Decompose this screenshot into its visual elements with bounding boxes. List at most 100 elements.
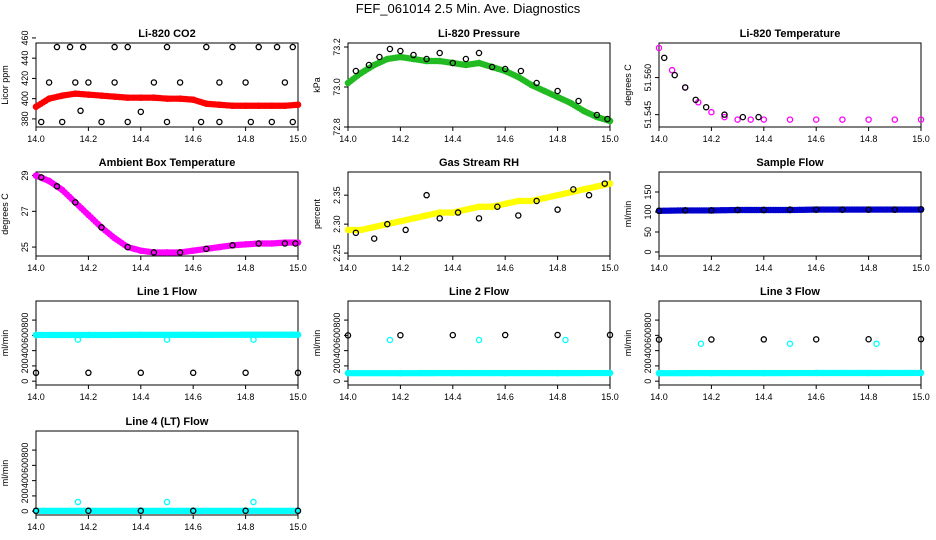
data-point [739,113,747,121]
figure-title: FEF_061014 2.5 Min. Ave. Diagnostics [355,1,581,16]
data-point [203,245,210,253]
data-point [384,220,391,228]
x-tick-label: 14.8 [549,392,567,402]
x-tick-label: 14.0 [650,392,668,402]
data-point [760,369,768,377]
data-point [203,100,210,107]
data-point [593,183,601,190]
x-tick-label: 14.8 [860,263,878,273]
y-tick-label: 200 [332,358,342,373]
data-point [708,369,715,377]
chart-line2_flow: Line 2 Flow ml/min 14.0 14.2 14.4 14.6 14.8 15.… [312,286,619,402]
chart-temperature: Li-820 Temperature degrees C 14.0 14.2 14.4 1… [623,28,930,144]
plot-frame [658,42,922,128]
x-tick-label: 14.0 [650,263,668,273]
data-point [423,55,430,63]
chart-line1_flow: Line 1 Flow ml/min 14.0 14.2 14.4 14.6 14.8 15.… [0,286,307,402]
y-tick-label: 0 [643,249,653,254]
data-point [533,79,540,87]
x-tick-label: 14.0 [27,522,45,532]
data-point [137,108,145,116]
series-black-1 [32,369,302,377]
x-tick-label: 14.6 [807,263,825,273]
x-tick-label: 14.2 [80,392,98,402]
data-point [352,67,360,75]
series-black-1 [37,174,299,256]
y-tick-label: 400 [643,343,653,358]
data-point [721,111,728,118]
data-point [124,118,131,126]
x-tick-label: 14.4 [444,263,462,273]
y-tick-label: 800 [332,313,342,328]
data-point [386,45,394,53]
data-point [397,369,404,377]
data-point [812,116,820,123]
data-point [681,84,689,91]
data-point [163,95,171,102]
y-tick-label: 460 [20,30,30,45]
data-point [660,54,668,62]
data-point [533,197,540,205]
series-magenta-0 [655,44,925,123]
data-point [593,111,601,119]
y-tick-label: 600 [20,328,30,343]
data-point [891,206,899,213]
x-tick-label: 14.6 [496,134,514,144]
data-point [786,206,794,213]
x-tick-label: 15.0 [601,134,619,144]
data-point [124,94,131,101]
x-tick-label: 14.2 [703,392,721,402]
data-point [734,116,741,123]
series-black-3 [37,107,297,126]
data-point [98,118,105,126]
data-point [344,332,352,339]
data-point [242,102,249,109]
data-point [344,226,352,234]
data-point [410,55,417,63]
y-tick-label: 25 [20,242,30,252]
x-tick-label: 14.8 [549,134,567,144]
plot-frame [35,171,299,257]
data-point [760,336,768,343]
x-tick-label: 14.6 [496,263,514,273]
y-tick-label: 100 [643,204,653,219]
data-point [528,81,535,89]
data-point [45,79,53,86]
data-point [554,93,561,101]
data-point [98,92,105,99]
data-point [242,507,249,515]
y-tick-label: 29 [20,171,30,181]
y-axis-label: ml/min [623,201,633,228]
x-tick-label: 15.0 [289,134,307,144]
data-point [671,71,678,79]
data-point [554,369,561,377]
plot-frame [35,430,299,516]
data-point [554,191,561,199]
chart-co2: Li-820 CO2 Licor ppm 14.0 14.2 14.4 14.6 14.8 1… [0,28,307,144]
data-point [580,186,588,193]
x-tick-label: 14.2 [80,522,98,532]
y-axis-label: ml/min [312,330,322,357]
data-point [242,241,249,248]
x-tick-label: 15.0 [912,392,930,402]
data-point [72,199,79,206]
data-point [917,335,925,343]
data-point [58,186,66,194]
y-tick-label: 50 [643,227,653,237]
data-point [268,118,276,126]
data-point [475,49,483,57]
chart-line3_flow: Line 3 Flow ml/min 14.0 14.2 14.4 14.6 14.8 15.… [623,286,930,402]
data-point [365,61,373,69]
data-point [58,92,66,99]
data-point [423,57,430,65]
y-tick-label: 440 [20,51,30,66]
chart-pressure: Li-820 Pressure kPa 14.0 14.2 14.4 14.6 14.8 15… [312,28,619,144]
x-tick-label: 15.0 [289,263,307,273]
x-tick-label: 14.6 [496,392,514,402]
data-point [917,369,925,377]
data-point [436,57,443,65]
x-tick-label: 14.2 [703,263,721,273]
data-point [462,206,470,213]
data-point [111,93,118,100]
data-point [74,498,82,506]
